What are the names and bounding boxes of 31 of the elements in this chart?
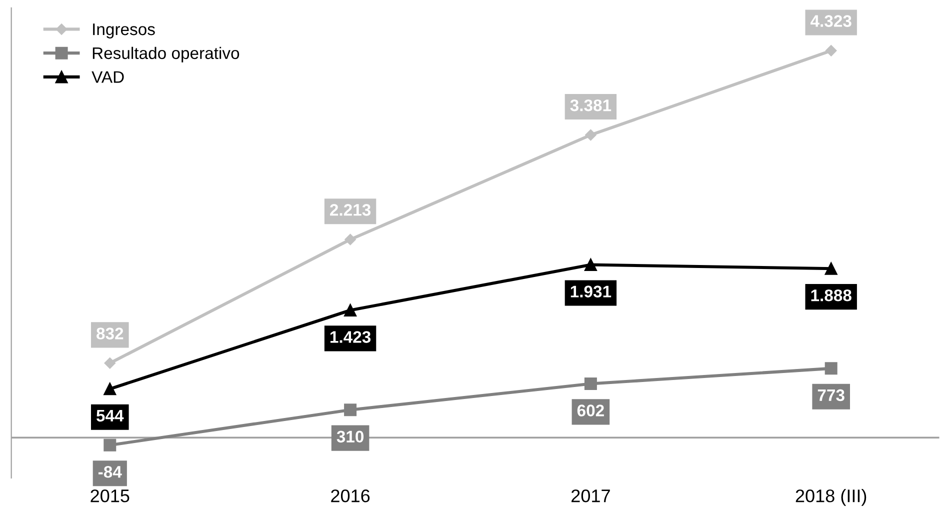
point (104, 438, 116, 452)
point (584, 377, 597, 390)
data-label: 832 (96, 328, 124, 340)
point (585, 129, 596, 141)
legend-label: Resultado operativo (92, 46, 240, 62)
data-label: 1.888 (811, 289, 852, 302)
data-label: 544 (96, 410, 124, 422)
data-label: 3.381 (570, 99, 612, 112)
legend-label: VAD (92, 71, 124, 83)
data-label: 773 (818, 389, 844, 402)
point (344, 234, 356, 246)
data-label: 1.931 (570, 286, 612, 298)
point (824, 362, 838, 375)
data-label: 1.423 (330, 331, 371, 343)
x-tick-label: 2016 (331, 489, 370, 502)
data-label: 2.213 (330, 204, 371, 216)
data-label: 4.323 (810, 15, 852, 27)
x-tick-label: 2015 (90, 489, 130, 502)
point (344, 404, 357, 416)
data-label: 602 (577, 404, 604, 416)
point (344, 304, 357, 316)
point (104, 358, 116, 369)
legend-label: Ingresos (93, 24, 155, 38)
point (584, 258, 597, 272)
x-tick-label: 2017 (572, 489, 610, 502)
data-label: 310 (336, 430, 364, 443)
point (824, 262, 838, 275)
point (825, 45, 837, 56)
x-tick-label: 2018 (III) (796, 489, 866, 506)
data-label: -84 (98, 466, 122, 478)
point (104, 382, 116, 396)
